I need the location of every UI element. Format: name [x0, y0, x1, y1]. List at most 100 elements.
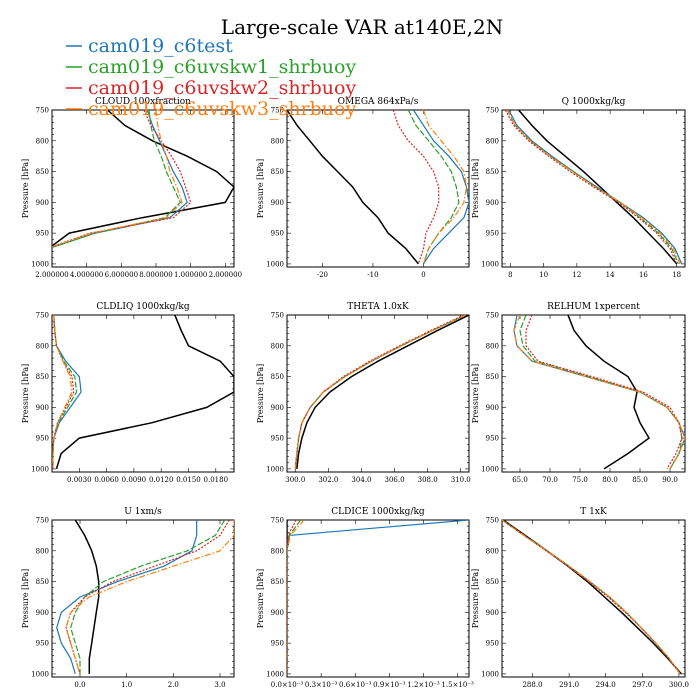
series-line-reference — [52, 110, 234, 264]
series-line-reference — [502, 520, 682, 675]
x-tick-label: 0.3×10⁻³ — [305, 681, 338, 689]
y-axis-label: Pressure [hPa] — [256, 364, 265, 424]
y-tick-label: 800 — [36, 342, 49, 350]
plot-frame — [51, 314, 235, 473]
x-tick-label: 2.0 — [168, 681, 179, 689]
series-line-reference — [567, 315, 650, 470]
y-tick-label: 800 — [271, 137, 284, 145]
y-tick-label: 750 — [486, 312, 499, 320]
x-tick-label: 304.0 — [351, 476, 371, 484]
y-tick-label: 950 — [36, 435, 49, 443]
y-tick-label: 950 — [36, 640, 49, 648]
x-tick-label: 14 — [606, 271, 615, 279]
plot-frame — [501, 109, 686, 268]
x-tick-label: 18 — [672, 271, 681, 279]
x-tick-label: 10 — [539, 271, 548, 279]
series-line-cam019_c6uvskw2_shrbuoy — [52, 110, 192, 248]
x-tick-label: 1.5×10⁻³ — [441, 681, 474, 689]
series-line-reference — [287, 110, 419, 265]
series-line-cam019_c6uvskw3_shrbuoy — [52, 315, 73, 469]
series-line-cam019_c6test — [508, 110, 683, 265]
y-tick-label: 950 — [271, 640, 284, 648]
x-tick-label: 1.2×10⁻³ — [407, 681, 440, 689]
x-tick-label: 0.0×10⁻³ — [271, 681, 304, 689]
series-line-cam019_c6test — [513, 315, 685, 470]
panel-title: OMEGA 864xPa/s — [338, 97, 419, 107]
x-tick-label: 310.0 — [451, 476, 471, 484]
y-axis-label: Pressure [hPa] — [21, 159, 30, 219]
plot-frame — [51, 109, 235, 268]
panel-7: U 1xm/s 750 800 850 900 950 1000 Pressure [hPa]… — [21, 507, 235, 689]
y-tick-label: 800 — [36, 137, 49, 145]
series-line-reference — [296, 315, 469, 469]
y-tick-label: 750 — [36, 107, 49, 115]
x-tick-label: 85.0 — [632, 476, 648, 484]
y-tick-label: 1000 — [266, 670, 284, 678]
series-line-cam019_c6uvskw3_shrbuoy — [502, 520, 681, 675]
x-tick-label: 4.000000 — [70, 271, 103, 279]
panel-3: Q 1000xkg/kg 750 800 850 900 950 1000 Pressure … — [471, 97, 686, 279]
panel-8: CLDICE 1000xkg/kg 750 800 850 900 950 1000 Pres… — [256, 507, 474, 689]
panel-title: Q 1000xkg/kg — [562, 97, 626, 107]
y-tick-label: 800 — [36, 547, 49, 555]
x-tick-label: 0.6×10⁻³ — [339, 681, 372, 689]
y-tick-label: 750 — [36, 517, 49, 525]
x-tick-label: 2.000000 — [209, 271, 242, 279]
y-tick-label: 800 — [486, 342, 499, 350]
y-tick-label: 850 — [486, 373, 499, 381]
legend-label: cam019_c6uvskw1_shrbuoy — [88, 56, 356, 78]
y-tick-label: 750 — [271, 107, 284, 115]
x-tick-label: -10 — [367, 271, 378, 279]
y-tick-label: 900 — [271, 404, 284, 412]
y-axis-label: Pressure [hPa] — [256, 569, 265, 629]
x-tick-label: 0.0060 — [94, 476, 119, 484]
x-tick-label: 308.0 — [418, 476, 438, 484]
series-line-reference — [74, 520, 100, 674]
figure-title: Large-scale VAR at140E,2N — [221, 15, 503, 39]
x-tick-label: 0.0 — [74, 681, 85, 689]
series-line-cam019_c6uvskw2_shrbuoy — [294, 315, 465, 469]
series-line-cam019_c6uvskw1_shrbuoy — [407, 110, 460, 265]
y-tick-label: 800 — [486, 547, 499, 555]
series-line-cam019_c6uvskw3_shrbuoy — [422, 110, 468, 265]
series-line-cam019_c6test — [52, 110, 188, 248]
y-axis-label: Pressure [hPa] — [471, 159, 480, 219]
y-axis-label: Pressure [hPa] — [21, 364, 30, 424]
x-tick-label: 0.9×10⁻³ — [373, 681, 406, 689]
y-tick-label: 1000 — [266, 260, 284, 268]
panel-title: RELHUM 1xpercent — [547, 302, 640, 312]
legend-label: cam019_c6uvskw2_shrbuoy — [88, 77, 356, 99]
x-tick-label: 12 — [572, 271, 581, 279]
series-line-cam019_c6uvskw2_shrbuoy — [502, 520, 681, 675]
legend-label: cam019_c6test — [88, 35, 233, 57]
x-tick-label: 80.0 — [602, 476, 618, 484]
series-line-cam019_c6test — [287, 520, 469, 674]
y-tick-label: 850 — [486, 168, 499, 176]
x-tick-label: 300.0 — [669, 681, 689, 689]
panel-1: CLOUD 100xfraction 750 800 850 900 950 1000 Pre… — [21, 97, 242, 279]
series-line-cam019_c6uvskw1_shrbuoy — [294, 315, 466, 469]
series-line-cam019_c6uvskw1_shrbuoy — [52, 110, 182, 248]
series-line-cam019_c6uvskw2_shrbuoy — [525, 315, 683, 470]
y-tick-label: 1000 — [31, 670, 49, 678]
y-axis-label: Pressure [hPa] — [21, 569, 30, 629]
y-tick-label: 750 — [36, 312, 49, 320]
panel-2: OMEGA 864xPa/s 750 800 850 900 950 1000 Pressur… — [256, 97, 470, 279]
x-tick-label: 0.0090 — [122, 476, 147, 484]
x-tick-label: 0.0030 — [67, 476, 92, 484]
series-line-cam019_c6uvskw3_shrbuoy — [513, 315, 685, 470]
panel-9: T 1xK 750 800 850 900 950 1000 Pressure [hPa] 28… — [471, 507, 689, 689]
x-tick-label: 3.0 — [214, 681, 225, 689]
y-tick-label: 900 — [486, 404, 499, 412]
y-tick-label: 1000 — [481, 260, 499, 268]
y-tick-label: 950 — [36, 230, 49, 238]
panel-title: CLDICE 1000xkg/kg — [331, 507, 425, 517]
x-tick-label: 294.0 — [596, 681, 616, 689]
y-tick-label: 850 — [271, 373, 284, 381]
y-tick-label: 800 — [486, 137, 499, 145]
y-tick-label: 850 — [36, 373, 49, 381]
series-line-cam019_c6uvskw3_shrbuoy — [52, 110, 183, 248]
y-tick-label: 950 — [486, 230, 499, 238]
x-tick-label: 288.0 — [522, 681, 542, 689]
y-tick-label: 750 — [271, 517, 284, 525]
